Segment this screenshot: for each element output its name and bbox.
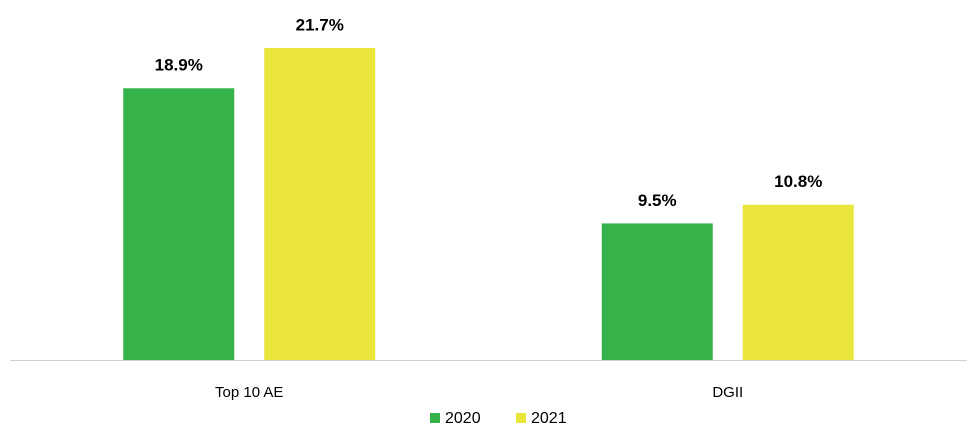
legend-swatch [516,413,526,423]
x-tick-label: DGII [712,384,743,401]
x-tick-label: Top 10 AE [215,384,283,401]
legend-swatch [430,413,440,423]
value-label: 9.5% [638,191,677,210]
bar [123,88,235,361]
value-label: 18.9% [155,56,203,75]
bar [601,223,713,360]
value-label: 10.8% [774,172,822,191]
bar [264,48,376,360]
bar [742,204,854,360]
legend-label: 2020 [445,410,481,427]
value-label: 21.7% [296,15,344,34]
legend-label: 2021 [531,410,567,427]
